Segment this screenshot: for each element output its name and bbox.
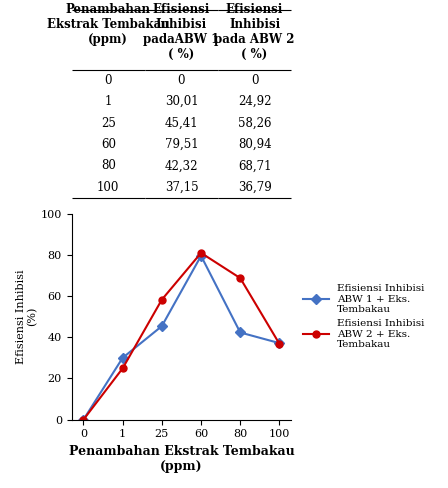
Efisiensi Inhibisi
ABW 2 + Eks.
Tembakau — [81, 417, 86, 423]
Line: Efisiensi Inhibisi
ABW 1 + Eks.
Tembakau: Efisiensi Inhibisi ABW 1 + Eks. Tembakau — [80, 252, 283, 423]
Efisiensi Inhibisi
ABW 1 + Eks.
Tembakau — [237, 329, 243, 335]
Efisiensi Inhibisi
ABW 1 + Eks.
Tembakau — [159, 323, 164, 329]
Efisiensi Inhibisi
ABW 2 + Eks.
Tembakau — [198, 250, 204, 256]
Efisiensi Inhibisi
ABW 2 + Eks.
Tembakau — [120, 366, 125, 371]
Efisiensi Inhibisi
ABW 2 + Eks.
Tembakau — [159, 297, 164, 303]
Efisiensi Inhibisi
ABW 1 + Eks.
Tembakau — [277, 340, 282, 346]
Efisiensi Inhibisi
ABW 2 + Eks.
Tembakau — [237, 275, 243, 281]
Legend: Efisiensi Inhibisi
ABW 1 + Eks.
Tembakau, Efisiensi Inhibisi
ABW 2 + Eks.
Tembak: Efisiensi Inhibisi ABW 1 + Eks. Tembakau… — [299, 280, 429, 353]
Efisiensi Inhibisi
ABW 1 + Eks.
Tembakau — [81, 417, 86, 423]
X-axis label: Penambahan Ekstrak Tembakau
(ppm): Penambahan Ekstrak Tembakau (ppm) — [69, 445, 294, 473]
Efisiensi Inhibisi
ABW 1 + Eks.
Tembakau — [120, 355, 125, 361]
Line: Efisiensi Inhibisi
ABW 2 + Eks.
Tembakau: Efisiensi Inhibisi ABW 2 + Eks. Tembakau — [80, 249, 283, 423]
Efisiensi Inhibisi
ABW 2 + Eks.
Tembakau — [277, 341, 282, 347]
Y-axis label: Efisiensi Inhibisi
(%): Efisiensi Inhibisi (%) — [16, 269, 38, 364]
Efisiensi Inhibisi
ABW 1 + Eks.
Tembakau — [198, 253, 204, 259]
